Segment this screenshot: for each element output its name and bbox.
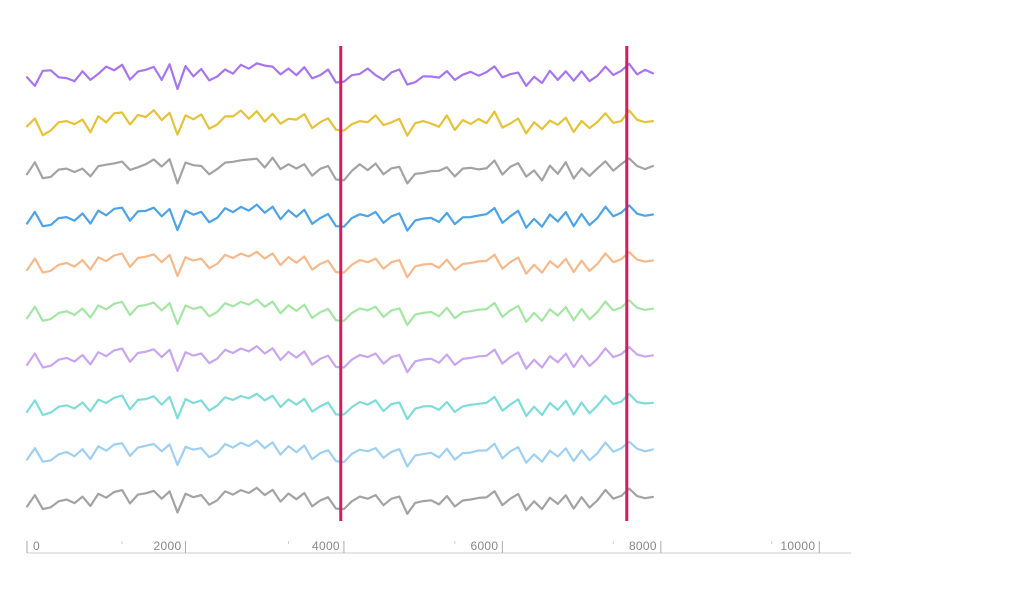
- x-tick-label-4000: 4000: [312, 539, 340, 553]
- x-tick-label-8000: 8000: [629, 539, 657, 553]
- x-tick-label-6000: 6000: [470, 539, 498, 553]
- vertical-markers: [339, 46, 629, 521]
- x-axis: 0 2000 4000 6000 8000 10000: [26, 539, 851, 554]
- x-tick-label-0: 0: [33, 539, 40, 553]
- x-tick-label-10000: 10000: [780, 539, 815, 553]
- x-tick-label-2000: 2000: [154, 539, 182, 553]
